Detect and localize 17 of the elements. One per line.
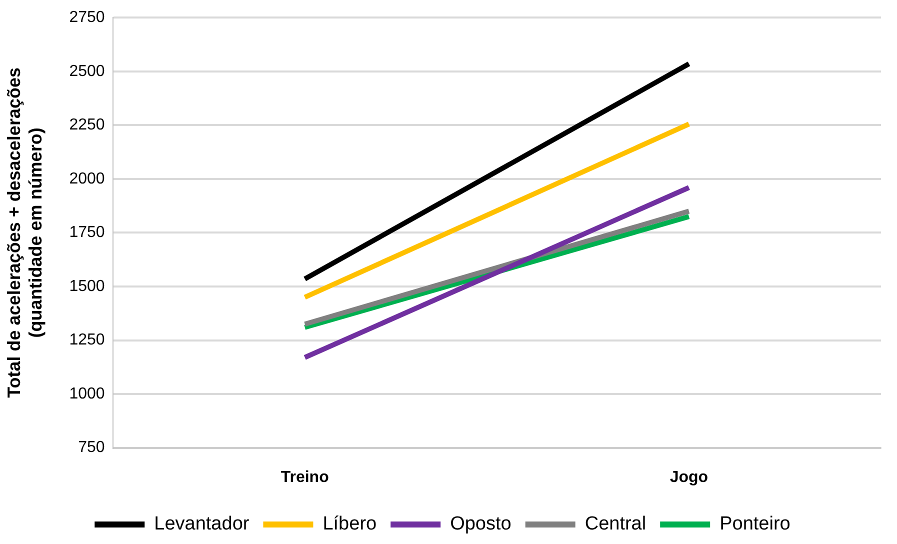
legend-label: Levantador [154,514,250,535]
y-tick-label: 2000 [69,170,105,188]
y-tick-label: 1500 [69,278,105,295]
x-tick-label: Jogo [670,468,708,486]
y-tick-label: 1000 [69,385,105,402]
y-tick-label: 750 [78,439,105,456]
y-tick-label: 2500 [69,62,105,80]
y-axis-title: Total de acelerações + desacelerações (quantidade em número) [4,68,46,398]
y-tick-label: 1750 [69,224,105,242]
legend-label: Ponteiro [720,514,790,535]
y-tick-label: 2250 [69,116,105,134]
y-tick-label: 1250 [69,332,105,349]
legend-label: Central [584,514,646,535]
y-tick-label: 2750 [69,9,105,26]
x-tick-label: Treino [280,468,330,486]
legend-label: Líbero [322,514,377,535]
legend-label: Oposto [450,514,512,535]
